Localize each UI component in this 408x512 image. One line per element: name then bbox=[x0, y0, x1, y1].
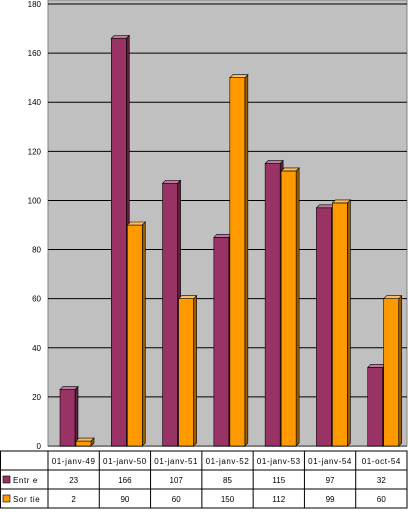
legend-swatch bbox=[2, 475, 11, 484]
x-tick-label: 01-janv-49 bbox=[52, 457, 96, 466]
y-tick-label: 140 bbox=[28, 98, 42, 107]
bar bbox=[264, 159, 284, 447]
y-tick-label: 80 bbox=[32, 246, 41, 255]
y-tick-label: 0 bbox=[37, 442, 42, 451]
x-tick-label: 01-janv-51 bbox=[154, 457, 198, 466]
bar-front bbox=[383, 298, 400, 447]
bar-top bbox=[126, 221, 147, 226]
bar-front bbox=[126, 224, 143, 447]
bar-side bbox=[295, 167, 300, 447]
bar bbox=[331, 199, 352, 447]
bar-side bbox=[74, 385, 79, 447]
bar-front bbox=[280, 170, 297, 447]
bar bbox=[59, 385, 79, 447]
bar bbox=[229, 73, 249, 447]
legend-label: Sor tie bbox=[13, 495, 40, 504]
data-label: 99 bbox=[326, 495, 335, 504]
y-tick-label: 120 bbox=[28, 147, 42, 156]
bar-side bbox=[244, 73, 249, 447]
bar bbox=[75, 437, 95, 447]
bar bbox=[110, 34, 131, 447]
bar-front bbox=[316, 207, 332, 447]
x-tick-label: 01-oct-54 bbox=[362, 457, 401, 466]
bar-top bbox=[382, 295, 403, 299]
bar-top bbox=[110, 35, 131, 39]
bar bbox=[126, 221, 147, 447]
bar-top bbox=[264, 160, 284, 164]
data-label: 2 bbox=[71, 495, 76, 504]
bar bbox=[315, 204, 336, 447]
data-label: 85 bbox=[223, 476, 232, 485]
y-tick-label: 60 bbox=[32, 295, 41, 304]
data-label: 112 bbox=[272, 495, 285, 504]
bar-front bbox=[229, 77, 246, 447]
bar-top bbox=[331, 199, 352, 204]
x-tick-label: 01-janv-54 bbox=[308, 457, 352, 466]
y-tick-label: 180 bbox=[28, 0, 42, 9]
bar-top bbox=[213, 233, 233, 238]
bar-top bbox=[280, 167, 300, 172]
data-label: 150 bbox=[221, 495, 235, 504]
bar-front bbox=[178, 298, 194, 447]
bar-side bbox=[347, 199, 351, 447]
data-label: 90 bbox=[120, 495, 129, 504]
data-label: 60 bbox=[172, 495, 181, 504]
bars bbox=[59, 34, 403, 447]
bar bbox=[161, 179, 182, 447]
data-label: 23 bbox=[69, 476, 78, 485]
bar-front bbox=[332, 202, 348, 447]
y-tick-label: 40 bbox=[32, 344, 41, 353]
bar-front bbox=[110, 38, 127, 447]
bar-top bbox=[177, 295, 198, 299]
bar-side bbox=[141, 221, 146, 447]
bar-side bbox=[398, 294, 403, 447]
bar bbox=[366, 363, 387, 447]
bar-top bbox=[75, 437, 95, 442]
y-tick-label: 100 bbox=[28, 196, 42, 205]
bar bbox=[382, 294, 403, 447]
x-tick-label: 01-janv-53 bbox=[257, 457, 301, 466]
data-label: 115 bbox=[272, 476, 285, 485]
legend-label: Entr e bbox=[13, 476, 38, 485]
x-tick-label: 01-janv-50 bbox=[103, 457, 147, 466]
data-label: 107 bbox=[170, 476, 184, 485]
bar-top bbox=[315, 204, 336, 209]
bar-side bbox=[193, 294, 197, 447]
data-label: 60 bbox=[377, 495, 386, 504]
legend-swatch bbox=[2, 494, 11, 503]
bar-front bbox=[75, 440, 92, 447]
table-frame bbox=[0, 450, 408, 509]
bar-front bbox=[264, 163, 281, 447]
bar bbox=[177, 294, 198, 447]
data-label: 166 bbox=[118, 476, 132, 485]
bar bbox=[280, 167, 300, 447]
bar-front bbox=[162, 182, 178, 447]
data-label: 32 bbox=[377, 476, 386, 485]
data-label: 97 bbox=[326, 476, 335, 485]
y-tick-label: 20 bbox=[32, 393, 41, 402]
bar-front bbox=[213, 236, 230, 447]
bar-front bbox=[59, 389, 76, 447]
data-table: 01-janv-49 01-janv-50 01-janv-51 01-janv-52… bbox=[0, 450, 408, 509]
bar-top bbox=[366, 364, 387, 368]
bar-front bbox=[367, 367, 384, 447]
bar-top bbox=[161, 179, 182, 184]
bar-top bbox=[229, 74, 249, 78]
x-tick-label: 01-janv-52 bbox=[206, 457, 250, 466]
y-tick-label: 160 bbox=[28, 49, 42, 58]
bar bbox=[213, 233, 233, 447]
bar-top bbox=[59, 386, 79, 390]
